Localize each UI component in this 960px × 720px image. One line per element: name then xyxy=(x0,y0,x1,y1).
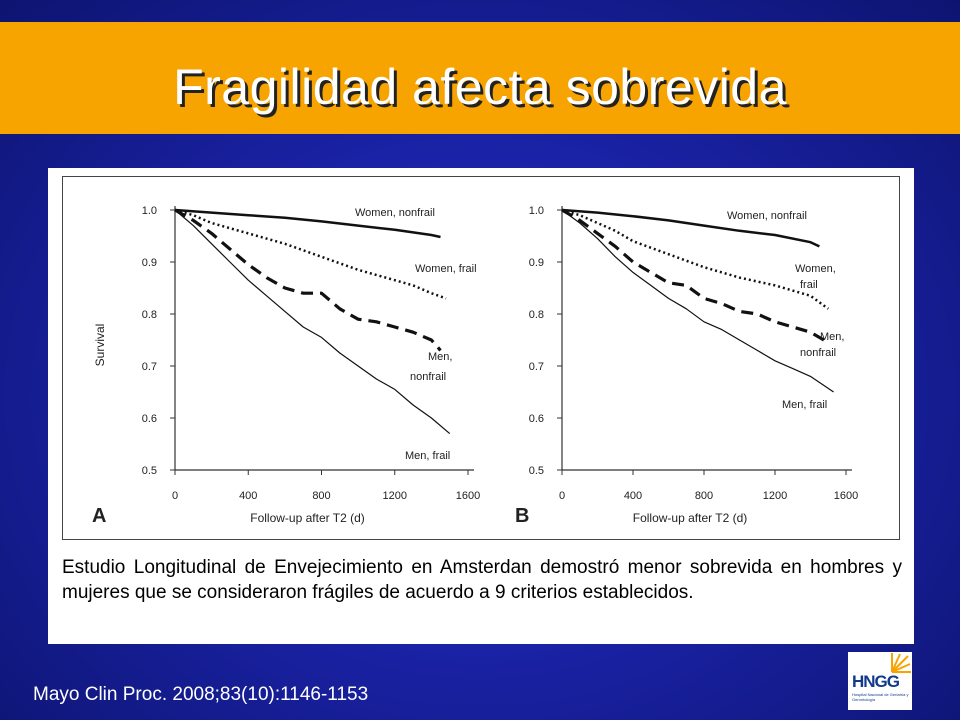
curve-label: Women, nonfrail xyxy=(355,207,435,219)
panel-a: 0.5 0.6 0.7 0.8 0.9 1.0 0 400 800 1200 1600 Follow-… xyxy=(92,205,480,527)
series-line-men-nonfrail xyxy=(561,208,830,344)
curve-label: Men, xyxy=(428,351,452,363)
x-tick-label: 0 xyxy=(559,490,565,502)
y-tick-label: 0.7 xyxy=(529,361,544,373)
curve-label: Men, xyxy=(820,331,844,343)
x-tick-label: 0 xyxy=(172,490,178,502)
sunburst-icon xyxy=(891,653,911,673)
panel-letter: B xyxy=(515,505,529,527)
series-line-men-frail xyxy=(561,209,834,393)
x-tick-label: 400 xyxy=(239,490,257,502)
y-tick-label: 0.6 xyxy=(529,413,544,425)
x-tick-label: 1600 xyxy=(834,490,858,502)
series-line-men-nonfrail xyxy=(174,208,442,352)
x-axis-label: Follow-up after T2 (d) xyxy=(633,511,748,525)
y-tick-label: 0.7 xyxy=(142,361,157,373)
curve-label: Men, frail xyxy=(405,450,450,462)
study-caption: Estudio Longitudinal de Envejecimiento e… xyxy=(62,557,902,603)
panel-letter: A xyxy=(92,505,106,527)
series-line-women-nonfrail xyxy=(174,208,441,239)
curve-label: nonfrail xyxy=(410,371,446,383)
y-tick-label: 1.0 xyxy=(142,205,157,217)
logo-subtext: Hospital Nacional de Geriatría y Geronto… xyxy=(852,692,909,702)
x-tick-label: 800 xyxy=(695,490,713,502)
curve-label: Women, frail xyxy=(415,263,477,275)
x-tick-label: 1600 xyxy=(456,490,480,502)
x-tick-label: 1200 xyxy=(383,490,407,502)
y-axis-label: Survival xyxy=(93,324,107,367)
x-tick-label: 400 xyxy=(624,490,642,502)
curve-label: Men, frail xyxy=(782,399,827,411)
y-tick-label: 0.6 xyxy=(142,413,157,425)
y-tick-label: 0.8 xyxy=(142,309,157,321)
y-tick-label: 0.9 xyxy=(142,257,157,269)
figure-frame xyxy=(62,176,900,540)
curve-label: Women, xyxy=(795,263,836,275)
slide-title: Fragilidad afecta sobrevida xyxy=(173,59,787,115)
figure-panel xyxy=(48,168,914,644)
series-line-men-frail xyxy=(174,209,451,435)
curve-label: Women, nonfrail xyxy=(727,210,807,222)
series-line-women-nonfrail xyxy=(561,208,820,248)
y-tick-label: 0.5 xyxy=(529,465,544,477)
logo-wordmark: HNGG xyxy=(852,672,900,691)
y-tick-label: 1.0 xyxy=(529,205,544,217)
x-tick-label: 1200 xyxy=(763,490,787,502)
panel-b: 0.5 0.6 0.7 0.8 0.9 1.0 0 400 800 1200 1600 Follow-… xyxy=(515,205,858,527)
y-tick-label: 0.9 xyxy=(529,257,544,269)
y-tick-label: 0.8 xyxy=(529,309,544,321)
x-axis-label: Follow-up after T2 (d) xyxy=(250,511,365,525)
citation: Mayo Clin Proc. 2008;83(10):1146-1153 xyxy=(33,684,369,705)
series-line-women-frail xyxy=(174,208,447,300)
series-line-women-frail xyxy=(561,208,830,310)
curve-label: nonfrail xyxy=(800,347,836,359)
hospital-logo: HNGG Hospital Nacional de Geriatría y Ge… xyxy=(848,652,912,710)
x-tick-label: 800 xyxy=(312,490,330,502)
title-bar xyxy=(0,22,960,134)
y-tick-label: 0.5 xyxy=(142,465,157,477)
curve-label: frail xyxy=(800,279,818,291)
